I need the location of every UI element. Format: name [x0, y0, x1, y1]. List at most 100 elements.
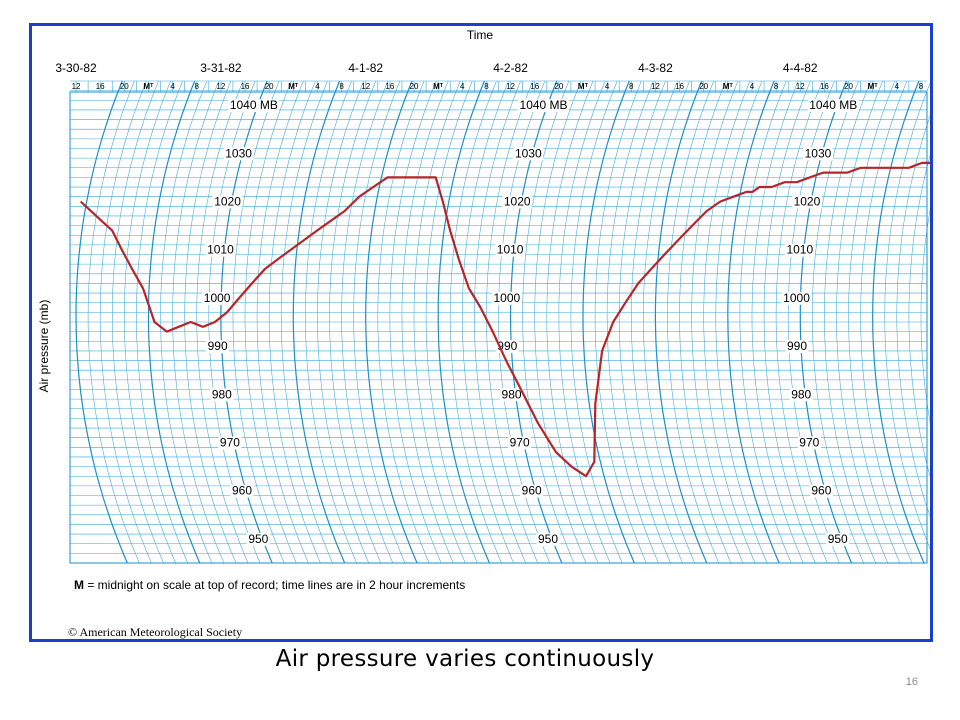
hour-tick-label: 12 [361, 82, 370, 91]
time-gridline [751, 80, 804, 564]
pressure-label: 1010 [497, 243, 524, 257]
pressure-label-bg [495, 243, 526, 257]
hour-tick-label: 16 [385, 82, 394, 91]
hour-tick-label: 20 [410, 82, 419, 91]
hour-tick-label: Mᵀ [433, 82, 444, 91]
plot-frame [69, 91, 928, 564]
time-gridline [365, 80, 418, 564]
pressure-label-bg [500, 388, 524, 402]
hour-tick-label: 12 [796, 82, 805, 91]
pressure-label-bg [826, 532, 850, 546]
pressure-label: 970 [510, 436, 530, 450]
time-gridline [449, 80, 502, 564]
hour-tick-label: 4 [750, 82, 755, 91]
pressure-label-bg [807, 99, 859, 113]
hour-tick-label: 4 [895, 82, 900, 91]
time-gridline [836, 80, 889, 564]
hour-tick-label: 12 [216, 82, 225, 91]
time-gridline [727, 80, 780, 564]
time-gridline [534, 80, 587, 564]
pressure-label: 960 [232, 484, 252, 498]
pressure-label-bg [210, 388, 234, 402]
time-gridline [268, 80, 321, 564]
hour-tick-label: 20 [120, 82, 129, 91]
time-gridline [763, 80, 816, 564]
time-gridline [872, 80, 925, 564]
time-gridline [582, 80, 635, 564]
pressure-label-bg [491, 291, 522, 305]
pressure-label: 1040 MB [520, 98, 568, 112]
footnote: M = midnight on scale at top of record; … [74, 578, 465, 592]
hour-tick-label: 16 [675, 82, 684, 91]
time-gridline [631, 80, 683, 564]
pressure-label-bg [791, 195, 822, 209]
hour-tick-label: 4 [170, 82, 175, 91]
hour-tick-label: 16 [241, 82, 250, 91]
hour-tick-label: 20 [844, 82, 853, 91]
time-gridline [606, 80, 659, 564]
footnote-text: = midnight on scale at top of record; ti… [84, 578, 465, 592]
hour-tick-label: 12 [651, 82, 660, 91]
hour-tick-label: 16 [820, 82, 829, 91]
hour-tick-label: Mᵀ [288, 82, 299, 91]
pressure-label-bg [785, 340, 809, 354]
time-gridline [667, 80, 720, 564]
pressure-label-bg [809, 484, 833, 498]
pressure-label-bg [789, 388, 813, 402]
time-gridline [775, 80, 828, 564]
pressure-label-bg [536, 532, 560, 546]
page-number: 16 [905, 676, 918, 688]
pressure-label-bg [205, 243, 236, 257]
credit-text: © American Meteorological Society [68, 625, 242, 639]
hour-tick-label: 8 [629, 82, 634, 91]
time-gridline [437, 80, 491, 564]
pressure-label-bg [206, 340, 230, 354]
pressure-label: 980 [502, 387, 522, 401]
pressure-label: 1020 [504, 195, 531, 209]
pressure-label: 980 [791, 387, 811, 401]
pressure-trace-line [79, 161, 930, 478]
hour-tick-label: 8 [774, 82, 779, 91]
pressure-label: 960 [522, 484, 542, 498]
time-gridline [594, 80, 647, 564]
pressure-label: 990 [787, 339, 807, 353]
pressure-label-bg [781, 291, 812, 305]
barograph-chart: Time Air pressure (mb) 3-30-82 3-31-82 4-1… [37, 28, 930, 639]
time-gridline [691, 80, 744, 564]
time-gridline [124, 80, 176, 564]
date-label: 4-1-82 [348, 61, 383, 75]
pressure-label: 1010 [207, 243, 234, 257]
time-gridline [329, 80, 382, 564]
pressure-label: 980 [212, 387, 232, 401]
pressure-label: 970 [799, 436, 819, 450]
time-gridline [848, 80, 901, 564]
time-gridline [256, 80, 309, 564]
hour-tick-label: 4 [460, 82, 465, 91]
time-gridline [87, 80, 140, 564]
pressure-label-bg [218, 436, 242, 450]
time-gridline [401, 80, 454, 564]
pressure-label: 1030 [805, 146, 832, 160]
chart-title: Time [467, 28, 494, 42]
time-gridline [425, 80, 478, 564]
time-gridline [570, 80, 623, 564]
pressure-label-bg [802, 147, 833, 161]
time-gridline [136, 80, 188, 564]
time-gridline [377, 80, 430, 564]
footnote-bold-m: M [74, 578, 84, 592]
time-gridline [618, 80, 671, 564]
time-gridline [546, 80, 599, 564]
pressure-label-bg [513, 147, 544, 161]
time-gridline [112, 80, 164, 564]
pressure-label: 1030 [225, 146, 252, 160]
time-gridline [558, 80, 611, 564]
time-gridline [232, 80, 285, 564]
time-gridline [160, 80, 213, 564]
pressure-label: 950 [248, 532, 268, 546]
pressure-label-bg [518, 99, 570, 113]
hour-tick-label: 4 [605, 82, 610, 91]
pressure-label: 970 [220, 436, 240, 450]
pressure-label-bg [508, 436, 532, 450]
pressure-label-bg [202, 291, 233, 305]
hour-tick-label: 8 [195, 82, 200, 91]
